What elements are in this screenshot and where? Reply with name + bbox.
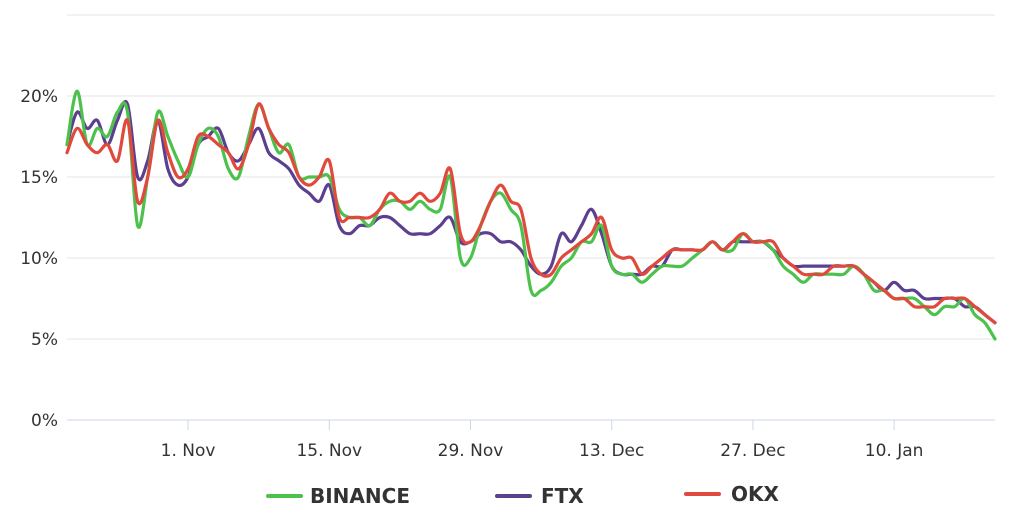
series-lines — [65, 89, 997, 341]
x-tick-label: 13. Dec — [579, 441, 644, 461]
x-axis: 1. Nov 15. Nov 29. Nov 13. Dec 27. Dec 10. Ja… — [67, 419, 995, 461]
series-line-binance — [65, 89, 997, 341]
x-tick-label: 10. Jan — [865, 441, 924, 461]
x-tick-label: 1. Nov — [161, 441, 216, 461]
legend: BINANCE FTX OKX — [266, 482, 780, 508]
y-tick-label: 15% — [20, 168, 58, 188]
legend-label-binance: BINANCE — [310, 484, 410, 508]
y-tick-label: 20% — [20, 87, 58, 107]
y-tick-label: 10% — [20, 249, 58, 269]
y-axis-labels: 0% 5% 10% 15% 20% — [20, 87, 58, 431]
y-tick-label: 0% — [31, 411, 58, 431]
gridlines — [67, 14, 995, 421]
y-tick-label: 5% — [31, 330, 58, 350]
x-tick-label: 15. Nov — [296, 441, 362, 461]
series-line-okx — [65, 102, 997, 325]
legend-label-okx: OKX — [731, 482, 780, 506]
x-tick-label: 29. Nov — [438, 441, 504, 461]
x-tick-label: 27. Dec — [720, 441, 785, 461]
legend-label-ftx: FTX — [541, 484, 584, 508]
